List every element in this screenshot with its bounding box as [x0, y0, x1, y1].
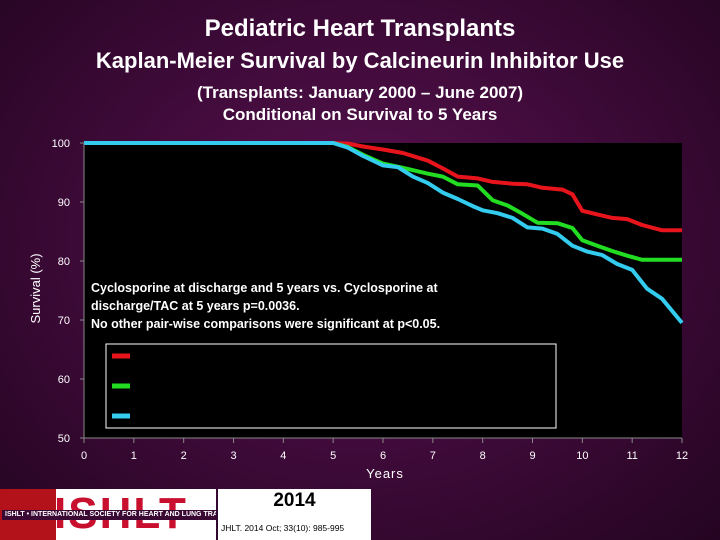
x-tick-label: 10	[576, 450, 588, 462]
legend-box	[105, 343, 557, 429]
x-tick-label: 7	[430, 450, 436, 462]
x-tick-label: 5	[330, 450, 336, 462]
chart-note: (Transplants: January 2000 – June 2007) …	[0, 82, 720, 126]
chart-note-line-1: (Transplants: January 2000 – June 2007)	[197, 83, 523, 102]
citation-box: 2014 JHLT. 2014 Oct; 33(10): 985-995	[218, 489, 371, 540]
x-tick-label: 0	[81, 450, 87, 462]
y-tick-label: 50	[58, 433, 70, 445]
y-axis-label: Survival (%)	[28, 253, 43, 323]
annotation-line-1: Cyclosporine at discharge and 5 years vs…	[91, 281, 438, 295]
x-tick-label: 11	[626, 450, 637, 462]
chart-subtitle: Kaplan-Meier Survival by Calcineurin Inh…	[95, 48, 625, 73]
x-tick-label: 8	[480, 450, 486, 462]
y-tick-label: 70	[58, 315, 70, 327]
logo-org-name: ISHLT • INTERNATIONAL SOCIETY FOR HEART …	[2, 510, 216, 520]
annotation-box	[85, 274, 521, 340]
annotation-line-2: discharge/TAC at 5 years p=0.0036.	[91, 299, 300, 313]
x-tick-label: 6	[380, 450, 386, 462]
ishlt-logo: ISHLT ISHLT • INTERNATIONAL SOCIETY FOR …	[0, 489, 216, 540]
x-tick-label: 1	[131, 450, 137, 462]
y-tick-label: 100	[52, 138, 70, 150]
x-axis-label: Years	[366, 466, 404, 481]
y-tick-label: 60	[58, 374, 70, 386]
x-tick-label: 2	[181, 450, 187, 462]
chart-note-line-2: Conditional on Survival to 5 Years	[222, 105, 498, 124]
series-line-1	[84, 141, 682, 233]
chart-title: Pediatric Heart Transplants	[204, 15, 516, 42]
x-tick-label: 3	[230, 450, 236, 462]
x-tick-label: 9	[529, 450, 535, 462]
citation-text: JHLT. 2014 Oct; 33(10): 985-995	[221, 523, 345, 533]
citation-year: 2014	[273, 490, 316, 511]
annotation-line-3: No other pair-wise comparisons were sign…	[91, 317, 440, 331]
y-tick-label: 80	[58, 256, 70, 268]
y-tick-label: 90	[58, 197, 70, 209]
series-line-3	[84, 141, 684, 325]
x-tick-label: 12	[676, 450, 688, 462]
x-tick-label: 4	[280, 450, 286, 462]
